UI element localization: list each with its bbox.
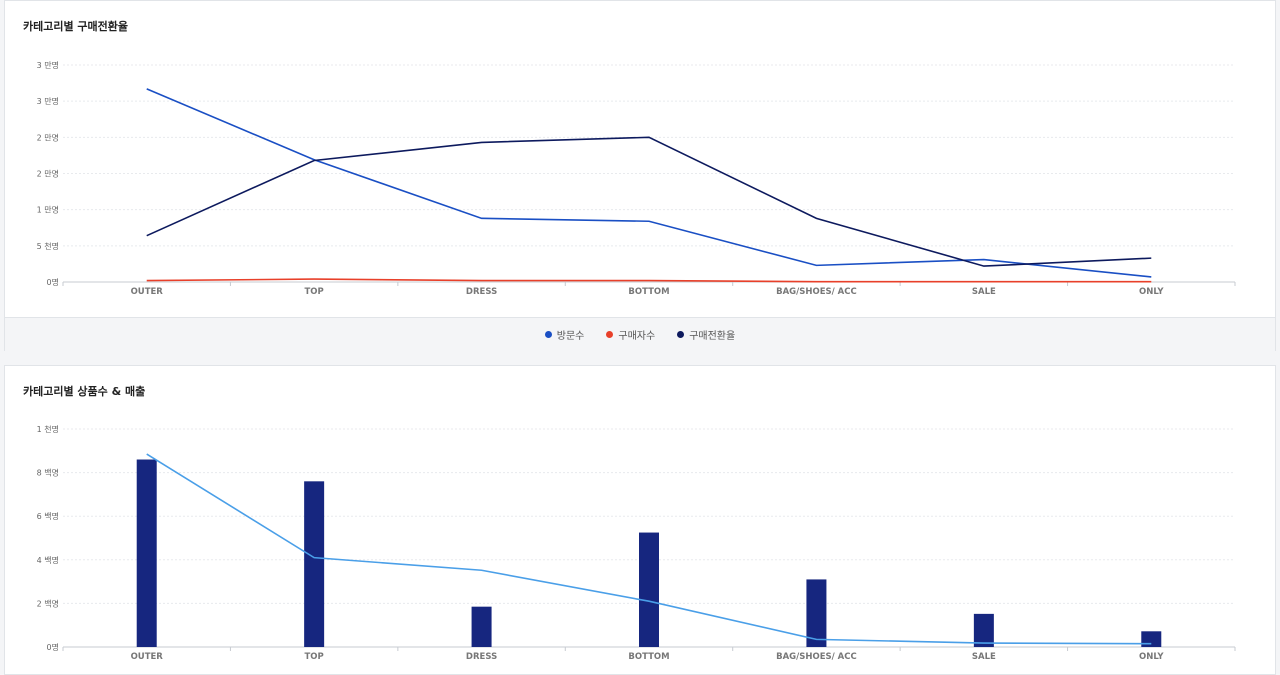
legend-item-visits[interactable]: 방문수 xyxy=(544,327,585,342)
series-line-2[interactable] xyxy=(146,136,1152,267)
x-category-label: BAG/SHOES/ ACC xyxy=(776,652,857,662)
products-sales-panel: 카테고리별 상품수 & 매출 0명 2 백명 4 백명 6 백명 8 백명 1 천명 OUT… xyxy=(4,365,1276,675)
bar[interactable] xyxy=(136,459,157,647)
y-tick-label: 1 천명 xyxy=(37,424,59,434)
x-category-label: ONLY xyxy=(1139,287,1164,297)
x-category-label: DRESS xyxy=(466,287,497,297)
legend-label-visits: 방문수 xyxy=(556,331,585,342)
y-tick-label: 2 만명 xyxy=(37,169,59,179)
bar[interactable] xyxy=(806,579,827,647)
bar[interactable] xyxy=(1141,631,1162,647)
products-sales-chart: 0명 2 백명 4 백명 6 백명 8 백명 1 천명 OUTER TOP DRESS BOTTO… xyxy=(37,424,1236,662)
legend-label-buyers: 구매자수 xyxy=(618,331,656,342)
conversion-line-chart: 0명 5 천명 1 만명 2 만명 2 만명 3 만명 3 만명 OUTER TOP DRESS B… xyxy=(37,60,1236,297)
x-category-label: BOTTOM xyxy=(628,287,669,297)
y-tick-label: 8 백명 xyxy=(37,468,59,478)
y-tick-label: 1 만명 xyxy=(37,205,59,215)
x-category-label: SALE xyxy=(972,652,996,662)
conversion-legend: 방문수 구매자수 구매전환율 xyxy=(5,317,1275,351)
bar[interactable] xyxy=(973,613,994,647)
legend-dot-visits xyxy=(544,331,552,338)
legend-item-buyers[interactable]: 구매자수 xyxy=(606,327,655,342)
legend-item-conversion[interactable]: 구매전환율 xyxy=(677,327,735,342)
y-tick-label: 4 백명 xyxy=(37,555,59,565)
bar[interactable] xyxy=(639,532,659,647)
y-tick-label: 0명 xyxy=(47,277,59,287)
x-category-label: TOP xyxy=(305,287,324,297)
x-category-label: BAG/SHOES/ ACC xyxy=(776,287,857,297)
y-tick-label: 0명 xyxy=(47,642,59,652)
x-category-label: TOP xyxy=(305,652,324,662)
y-tick-label: 3 만명 xyxy=(37,60,59,70)
sales-line[interactable] xyxy=(146,453,1152,645)
conversion-panel: 카테고리별 구매전환율 0명 5 천명 1 만명 2 만명 2 만명 3 만명 3 만명 OU… xyxy=(4,0,1276,351)
x-category-label: OUTER xyxy=(131,652,164,662)
x-category-label: ONLY xyxy=(1139,652,1164,662)
y-tick-label: 2 백명 xyxy=(37,598,59,608)
legend-dot-buyers xyxy=(606,331,614,338)
conversion-chart-title: 카테고리별 구매전환율 xyxy=(23,20,129,33)
series-line-1[interactable] xyxy=(146,278,1152,283)
y-tick-label: 5 천명 xyxy=(37,241,59,251)
x-category-label: OUTER xyxy=(131,287,164,297)
x-category-label: BOTTOM xyxy=(628,652,669,662)
y-tick-label: 2 만명 xyxy=(37,132,59,142)
legend-dot-conversion xyxy=(677,331,685,338)
x-category-label: SALE xyxy=(972,287,996,297)
products-sales-chart-title: 카테고리별 상품수 & 매출 xyxy=(23,385,146,398)
y-tick-label: 3 만명 xyxy=(37,96,59,106)
bar[interactable] xyxy=(471,606,492,647)
bar[interactable] xyxy=(304,481,325,647)
y-tick-label: 6 백명 xyxy=(37,511,59,521)
legend-label-conversion: 구매전환율 xyxy=(689,331,736,342)
x-category-label: DRESS xyxy=(466,652,497,662)
series-line-0[interactable] xyxy=(146,88,1152,278)
